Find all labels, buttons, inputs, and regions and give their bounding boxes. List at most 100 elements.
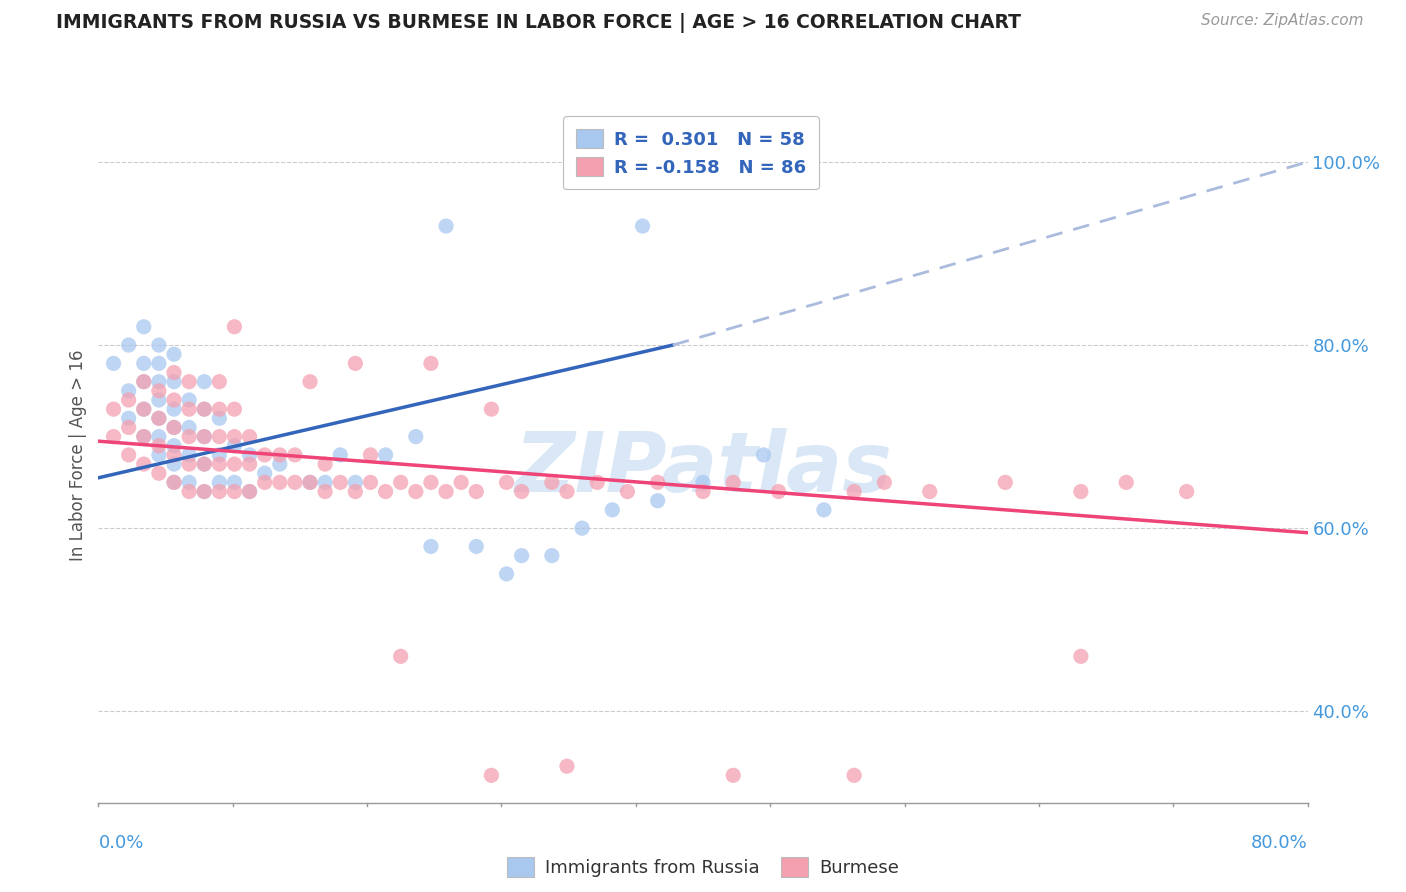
Point	[208, 484, 231, 499]
Point	[177, 457, 201, 471]
Point	[918, 484, 941, 499]
Point	[193, 402, 215, 417]
Text: Source: ZipAtlas.com: Source: ZipAtlas.com	[1201, 13, 1364, 29]
Legend: Immigrants from Russia, Burmese: Immigrants from Russia, Burmese	[499, 850, 907, 884]
Point	[163, 420, 186, 434]
Point	[434, 219, 457, 233]
Point	[844, 484, 866, 499]
Point	[208, 375, 231, 389]
Point	[177, 448, 201, 462]
Text: 0.0%: 0.0%	[98, 834, 143, 852]
Point	[299, 375, 322, 389]
Point	[540, 475, 562, 490]
Point	[540, 549, 562, 563]
Point	[602, 503, 624, 517]
Point	[1115, 475, 1137, 490]
Point	[132, 375, 155, 389]
Point	[163, 457, 186, 471]
Point	[163, 475, 186, 490]
Point	[389, 649, 412, 664]
Point	[1070, 484, 1092, 499]
Point	[239, 448, 262, 462]
Point	[103, 402, 125, 417]
Point	[465, 484, 488, 499]
Point	[344, 484, 367, 499]
Point	[132, 375, 155, 389]
Point	[148, 384, 170, 398]
Point	[193, 429, 215, 443]
Point	[450, 475, 472, 490]
Point	[314, 457, 336, 471]
Point	[208, 475, 231, 490]
Point	[1175, 484, 1198, 499]
Point	[224, 475, 246, 490]
Point	[118, 384, 141, 398]
Point	[163, 375, 186, 389]
Point	[163, 475, 186, 490]
Point	[132, 402, 155, 417]
Point	[253, 448, 276, 462]
Point	[163, 366, 186, 380]
Point	[193, 402, 215, 417]
Point	[873, 475, 896, 490]
Point	[434, 484, 457, 499]
Point	[177, 429, 201, 443]
Point	[419, 356, 441, 370]
Point	[419, 475, 441, 490]
Point	[481, 768, 503, 782]
Point	[510, 484, 533, 499]
Point	[148, 356, 170, 370]
Point	[148, 411, 170, 425]
Point	[647, 493, 669, 508]
Point	[193, 484, 215, 499]
Point	[132, 356, 155, 370]
Point	[510, 549, 533, 563]
Point	[132, 429, 155, 443]
Point	[495, 566, 517, 581]
Point	[148, 375, 170, 389]
Point	[647, 475, 669, 490]
Point	[481, 402, 503, 417]
Point	[329, 448, 352, 462]
Point	[193, 457, 215, 471]
Point	[224, 319, 246, 334]
Point	[103, 356, 125, 370]
Point	[163, 402, 186, 417]
Point	[148, 467, 170, 481]
Point	[269, 457, 291, 471]
Point	[118, 420, 141, 434]
Point	[163, 448, 186, 462]
Point	[193, 457, 215, 471]
Point	[208, 448, 231, 462]
Point	[752, 448, 775, 462]
Point	[177, 475, 201, 490]
Point	[299, 475, 322, 490]
Point	[555, 759, 578, 773]
Point	[224, 457, 246, 471]
Text: IMMIGRANTS FROM RUSSIA VS BURMESE IN LABOR FORCE | AGE > 16 CORRELATION CHART: IMMIGRANTS FROM RUSSIA VS BURMESE IN LAB…	[56, 13, 1021, 33]
Y-axis label: In Labor Force | Age > 16: In Labor Force | Age > 16	[69, 349, 87, 561]
Point	[465, 540, 488, 554]
Point	[1070, 649, 1092, 664]
Point	[132, 319, 155, 334]
Point	[177, 420, 201, 434]
Point	[177, 392, 201, 407]
Point	[177, 402, 201, 417]
Point	[844, 768, 866, 782]
Point	[284, 475, 307, 490]
Point	[360, 448, 382, 462]
Point	[224, 439, 246, 453]
Point	[405, 484, 427, 499]
Point	[239, 484, 262, 499]
Point	[177, 375, 201, 389]
Point	[994, 475, 1017, 490]
Point	[208, 457, 231, 471]
Point	[631, 219, 654, 233]
Point	[148, 411, 170, 425]
Point	[208, 429, 231, 443]
Point	[148, 392, 170, 407]
Point	[118, 338, 141, 352]
Point	[389, 475, 412, 490]
Point	[224, 484, 246, 499]
Point	[148, 439, 170, 453]
